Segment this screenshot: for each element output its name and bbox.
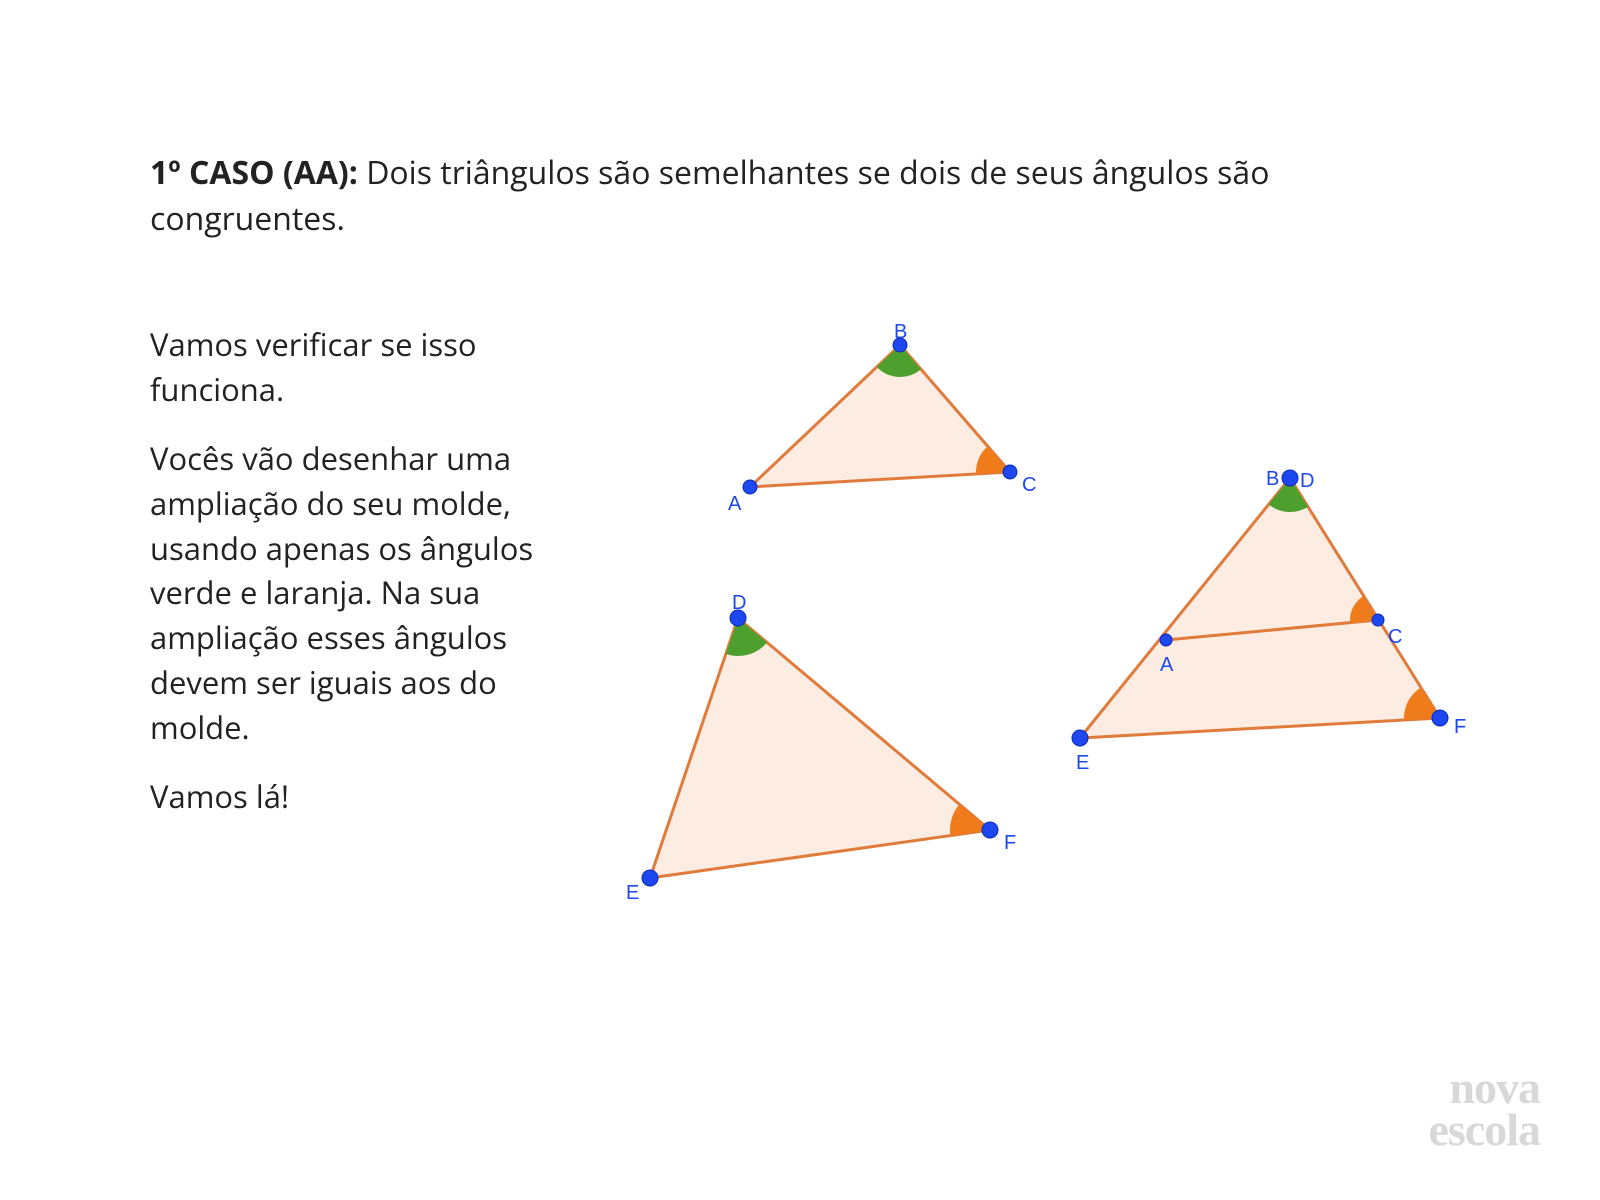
paragraph-3: Vamos lá! [150,775,580,820]
logo-line1: nova [1428,1067,1540,1108]
heading: 1º CASO (AA): Dois triângulos são semelh… [150,150,1450,243]
heading-bold: 1º CASO (AA): [150,151,358,194]
paragraph-1: Vamos verificar se isso funciona. [150,323,580,413]
logo-line2: escola [1428,1109,1540,1150]
paragraph-2: Vocês vão desenhar uma ampliação do seu … [150,437,580,752]
triangle-nested: DEFABC [1030,448,1470,783]
triangles-diagram: ABC DEF DEFABC [620,323,1450,943]
triangle-def-big: DEF [620,578,1060,913]
logo-nova-escola: nova escola [1428,1067,1540,1150]
triangle-abc-small: ABC [710,317,1050,532]
body-text: Vamos verificar se isso funciona. Vocês … [150,323,580,943]
